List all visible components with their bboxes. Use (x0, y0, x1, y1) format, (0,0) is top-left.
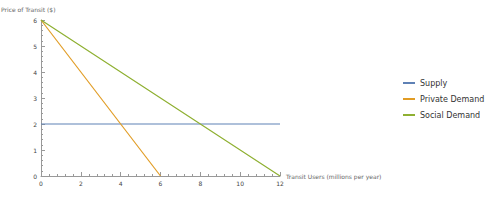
svg-text:Transit Users (millions per ye: Transit Users (millions per year) (285, 173, 381, 181)
svg-text:4: 4 (33, 69, 37, 76)
svg-text:0: 0 (33, 173, 37, 180)
svg-text:4: 4 (119, 180, 123, 187)
svg-text:10: 10 (236, 180, 244, 187)
svg-text:8: 8 (198, 180, 202, 187)
svg-text:Social Demand: Social Demand (420, 111, 480, 120)
svg-text:6: 6 (159, 180, 163, 187)
svg-text:Price of Transit ($): Price of Transit ($) (1, 6, 56, 13)
svg-text:6: 6 (33, 17, 37, 24)
svg-text:5: 5 (33, 43, 37, 50)
svg-text:2: 2 (79, 180, 83, 187)
svg-text:0: 0 (39, 180, 43, 187)
svg-text:Private Demand: Private Demand (420, 95, 484, 104)
svg-text:12: 12 (276, 180, 284, 187)
svg-text:2: 2 (33, 121, 37, 128)
svg-text:Supply: Supply (420, 79, 448, 88)
svg-text:1: 1 (33, 147, 37, 154)
svg-text:3: 3 (33, 95, 37, 102)
